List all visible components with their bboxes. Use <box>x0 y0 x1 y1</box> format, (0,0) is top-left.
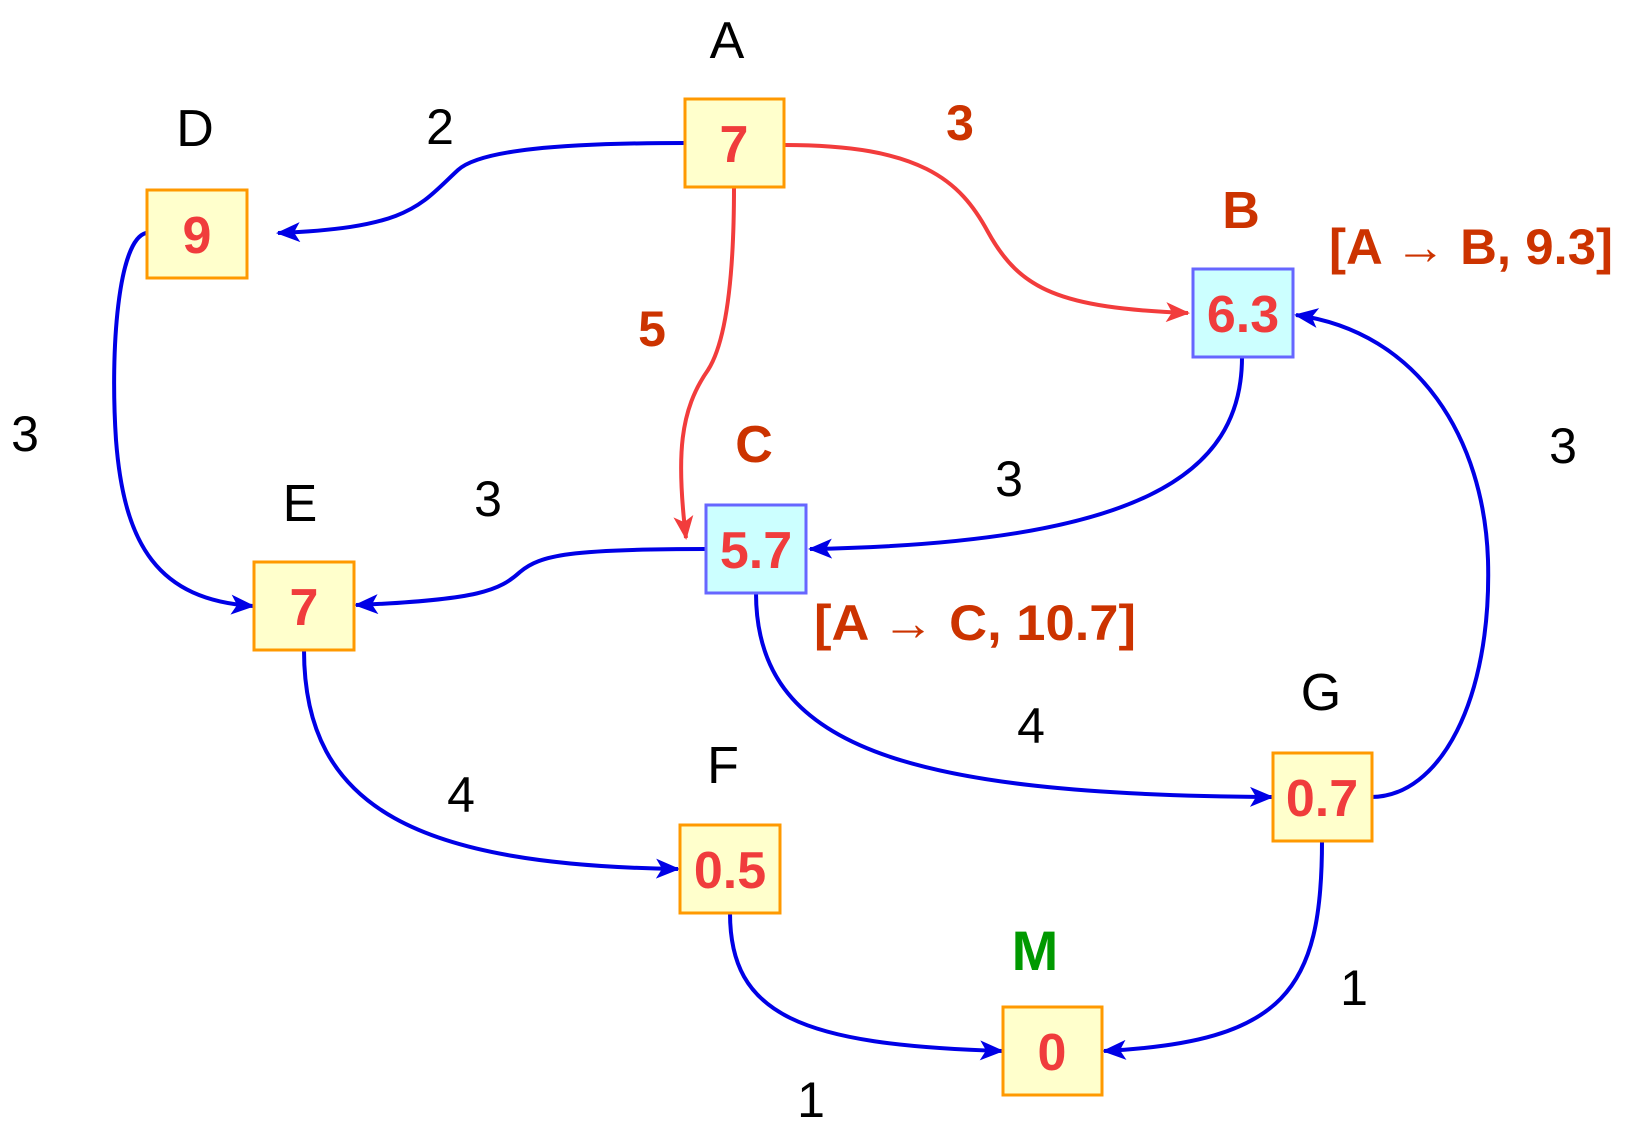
annotation-b: [A → B, 9.3] <box>1329 219 1613 275</box>
weight-d-e: 3 <box>11 406 39 462</box>
edge-c-e <box>354 547 707 615</box>
node-value-d: 9 <box>183 207 212 265</box>
edge-d-e <box>112 231 255 615</box>
weight-e-f: 4 <box>447 767 475 823</box>
node-d: D 9 <box>145 100 249 280</box>
weight-c-g: 4 <box>1017 698 1045 754</box>
node-label-e: E <box>283 475 318 533</box>
node-box-e <box>252 560 356 652</box>
edges <box>112 141 1491 1061</box>
weight-g-b: 3 <box>1549 418 1577 474</box>
node-value-b: 6.3 <box>1207 286 1279 344</box>
edge-e-f <box>302 649 680 879</box>
weight-a-c: 5 <box>638 301 666 357</box>
edge-a-b <box>784 143 1190 323</box>
edge-weights: 2 3 5 3 3 3 3 4 4 1 1 <box>11 95 1577 1128</box>
edge-a-c <box>673 186 736 540</box>
node-c: C 5.7 <box>704 416 808 595</box>
node-value-m: 0 <box>1038 1024 1067 1082</box>
node-value-g: 0.7 <box>1286 770 1358 828</box>
weight-c-e: 3 <box>474 471 502 527</box>
weight-a-b: 3 <box>946 95 974 151</box>
annotations: [A → B, 9.3] [A → C, 10.7] <box>814 219 1613 651</box>
node-value-e: 7 <box>290 579 319 637</box>
node-label-b: B <box>1222 182 1260 240</box>
edge-g-m <box>1102 840 1324 1060</box>
node-g: G 0.7 <box>1271 664 1374 843</box>
node-box-c <box>704 503 808 595</box>
edge-a-d <box>276 141 687 243</box>
node-value-a: 7 <box>720 116 749 174</box>
node-m: M 0 <box>1001 919 1104 1097</box>
edge-c-g <box>754 592 1274 807</box>
node-box-g <box>1271 751 1374 843</box>
node-label-g: G <box>1301 664 1341 722</box>
edge-f-m <box>728 912 1004 1061</box>
node-box-m <box>1001 1005 1104 1097</box>
node-value-c: 5.7 <box>720 522 792 580</box>
node-e: E 7 <box>252 475 356 652</box>
node-label-f: F <box>707 737 739 795</box>
annotation-c: [A → C, 10.7] <box>814 595 1136 651</box>
nodes: A 7 D 9 B 6.3 C 5.7 E 7 G <box>145 12 1374 1097</box>
node-label-m: M <box>1012 919 1059 982</box>
node-label-a: A <box>710 12 745 70</box>
weight-a-d: 2 <box>426 99 454 155</box>
node-box-d <box>145 188 249 280</box>
node-f: F 0.5 <box>678 737 782 915</box>
weight-f-m: 1 <box>797 1072 825 1128</box>
weight-b-c: 3 <box>995 451 1023 507</box>
node-box-a <box>683 97 786 189</box>
weight-g-m: 1 <box>1340 960 1368 1016</box>
node-label-d: D <box>176 100 214 158</box>
node-box-b <box>1191 267 1295 359</box>
node-label-c: C <box>735 416 773 474</box>
node-value-f: 0.5 <box>694 842 766 900</box>
node-b: B 6.3 <box>1191 182 1295 359</box>
node-box-f <box>678 823 782 915</box>
edge-b-c <box>808 356 1244 559</box>
edge-g-b <box>1294 308 1491 799</box>
node-a: A 7 <box>683 12 786 189</box>
